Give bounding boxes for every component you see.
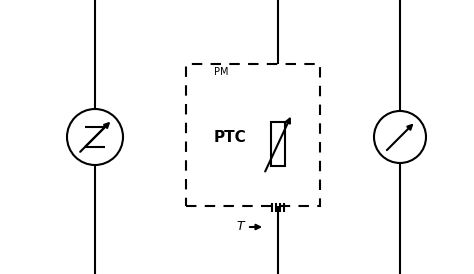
Text: PTC: PTC <box>214 130 246 144</box>
Text: PM: PM <box>214 67 228 77</box>
Text: T: T <box>237 221 244 233</box>
Bar <box>271 122 285 166</box>
Bar <box>186 64 320 206</box>
